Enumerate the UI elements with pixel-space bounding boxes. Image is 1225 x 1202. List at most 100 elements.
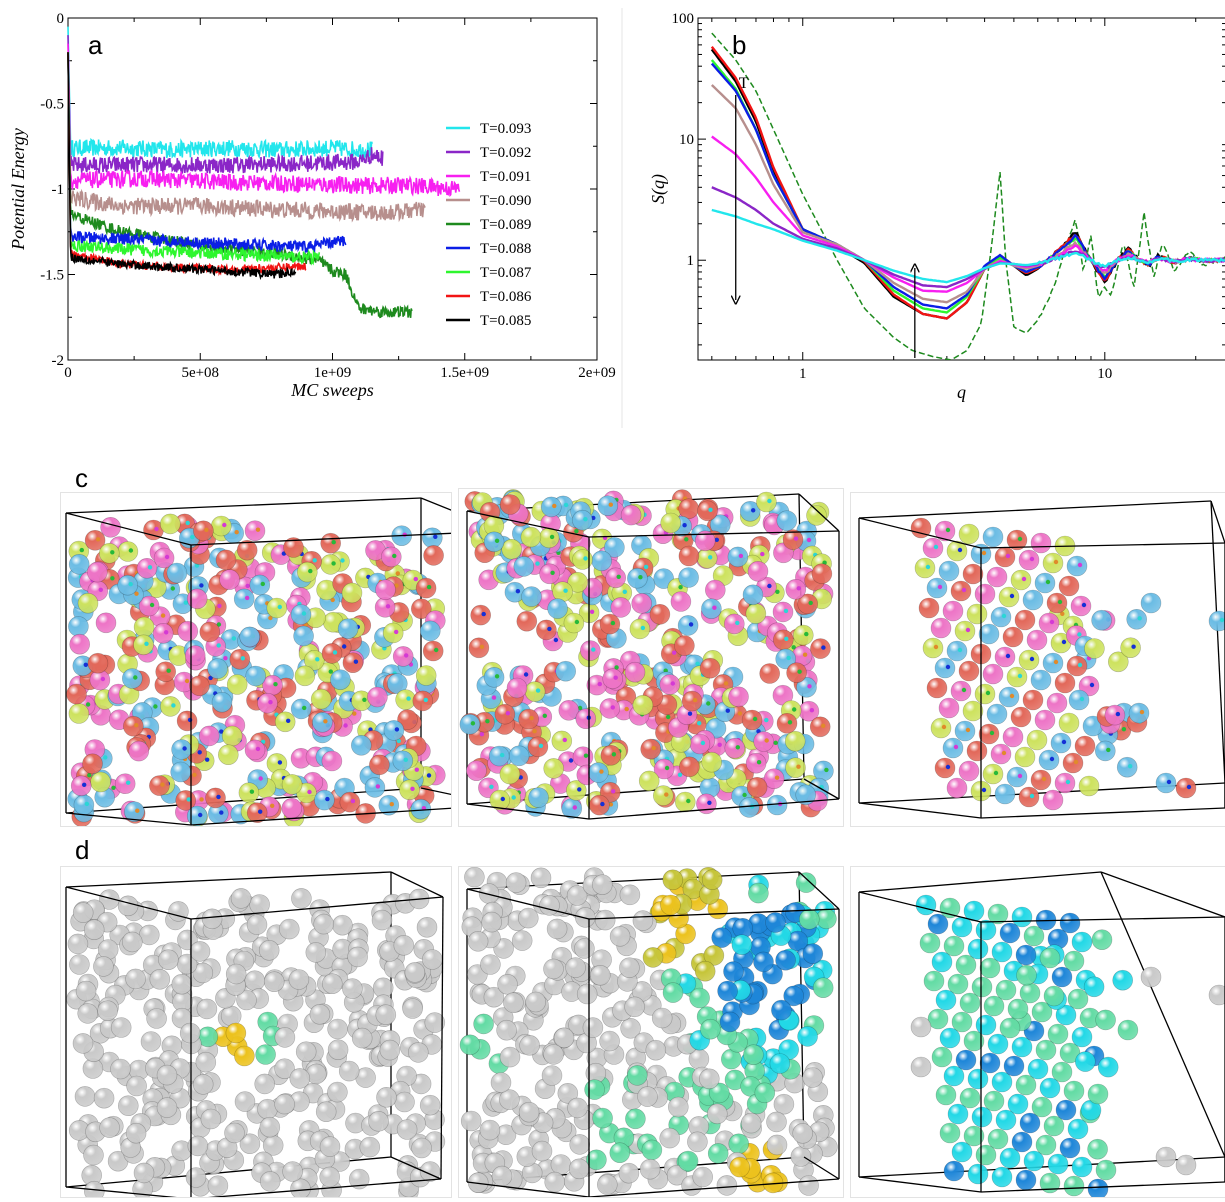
particle: [421, 949, 443, 970]
particle-dot: [268, 700, 273, 705]
particle: [541, 496, 562, 518]
particle: [393, 935, 415, 956]
particle: [1022, 589, 1044, 611]
particle: [592, 1107, 613, 1129]
particle: [392, 750, 414, 772]
particle: [288, 969, 310, 990]
particle-dot: [523, 672, 529, 677]
particle: [1002, 726, 1024, 748]
particle-dot: [809, 708, 815, 713]
particle-dot: [515, 589, 521, 594]
particle: [186, 588, 208, 610]
particle: [133, 634, 154, 656]
particle: [467, 931, 489, 952]
particle: [999, 1017, 1021, 1039]
particle-dot: [234, 530, 239, 535]
particle-dot: [707, 800, 712, 805]
particle-dot: [957, 547, 963, 553]
box-edge: [65, 512, 192, 546]
particle: [483, 531, 505, 553]
particle: [982, 763, 1004, 785]
particle: [694, 960, 716, 982]
particle: [539, 895, 560, 916]
box-edge: [1100, 871, 1225, 918]
particle: [499, 494, 521, 515]
particle: [168, 901, 189, 922]
particle-dot: [786, 655, 791, 661]
particle-dot: [260, 581, 265, 587]
particle-dot: [1061, 739, 1067, 745]
particle: [584, 1079, 605, 1100]
particle: [678, 498, 699, 520]
particle: [557, 1083, 579, 1104]
particle-dot: [989, 730, 995, 736]
particle: [675, 791, 696, 813]
box-edge: [980, 807, 1225, 819]
particle: [1071, 1026, 1093, 1048]
particle: [599, 698, 621, 719]
particle-dot: [616, 574, 621, 579]
particle: [407, 1042, 429, 1063]
particle: [459, 714, 481, 735]
particle: [83, 1144, 104, 1166]
particle: [290, 698, 312, 720]
particle-dot: [547, 626, 552, 632]
particle-dot: [1139, 709, 1145, 715]
particle: [982, 663, 1004, 685]
particle: [138, 595, 160, 617]
particle: [239, 1133, 261, 1155]
particle: [1018, 649, 1040, 671]
particle: [397, 709, 418, 730]
box-edge: [466, 510, 590, 538]
x-axis-label: q: [957, 382, 966, 402]
particle: [259, 1116, 281, 1138]
particle-dot: [552, 503, 557, 509]
particle: [951, 1011, 973, 1033]
particle: [1140, 592, 1162, 614]
particle: [641, 1139, 663, 1161]
particle-dot: [563, 502, 569, 508]
particle: [978, 723, 1000, 745]
box-edge: [798, 493, 840, 532]
particle: [332, 914, 353, 936]
snapshot-c-3: [850, 492, 1225, 827]
particle-dot: [945, 764, 951, 770]
particle: [931, 1046, 953, 1068]
particle-dot: [1057, 599, 1063, 605]
particle-dot: [670, 681, 675, 686]
particle: [1030, 669, 1052, 691]
particle: [706, 1103, 728, 1125]
particle: [753, 951, 774, 973]
particle: [1104, 704, 1126, 726]
particle: [263, 971, 285, 992]
particle: [1126, 609, 1148, 630]
particle: [1059, 912, 1081, 934]
particle: [748, 882, 769, 904]
particle-dot: [154, 526, 159, 532]
particle: [938, 697, 960, 719]
particle: [1078, 775, 1100, 797]
particle: [1038, 749, 1060, 771]
particle: [776, 510, 798, 532]
series-line: [67, 26, 373, 160]
particle: [177, 620, 199, 642]
particle-dot: [1029, 793, 1035, 799]
particle: [133, 1162, 155, 1184]
particle: [783, 985, 805, 1007]
series-line: [710, 84, 1225, 304]
particle: [1107, 651, 1129, 673]
series-line: [67, 52, 321, 266]
particle: [724, 737, 746, 759]
particle: [1059, 1137, 1081, 1159]
particle: [189, 941, 211, 962]
x-tick-label: 2e+09: [578, 365, 616, 381]
particle-dot: [479, 644, 485, 649]
particle: [77, 592, 99, 614]
particle: [662, 869, 684, 891]
particle-dot: [712, 605, 717, 610]
particle: [812, 977, 834, 998]
particle: [572, 549, 593, 570]
particle: [939, 1122, 961, 1144]
particle: [681, 690, 703, 712]
particle: [337, 618, 359, 639]
